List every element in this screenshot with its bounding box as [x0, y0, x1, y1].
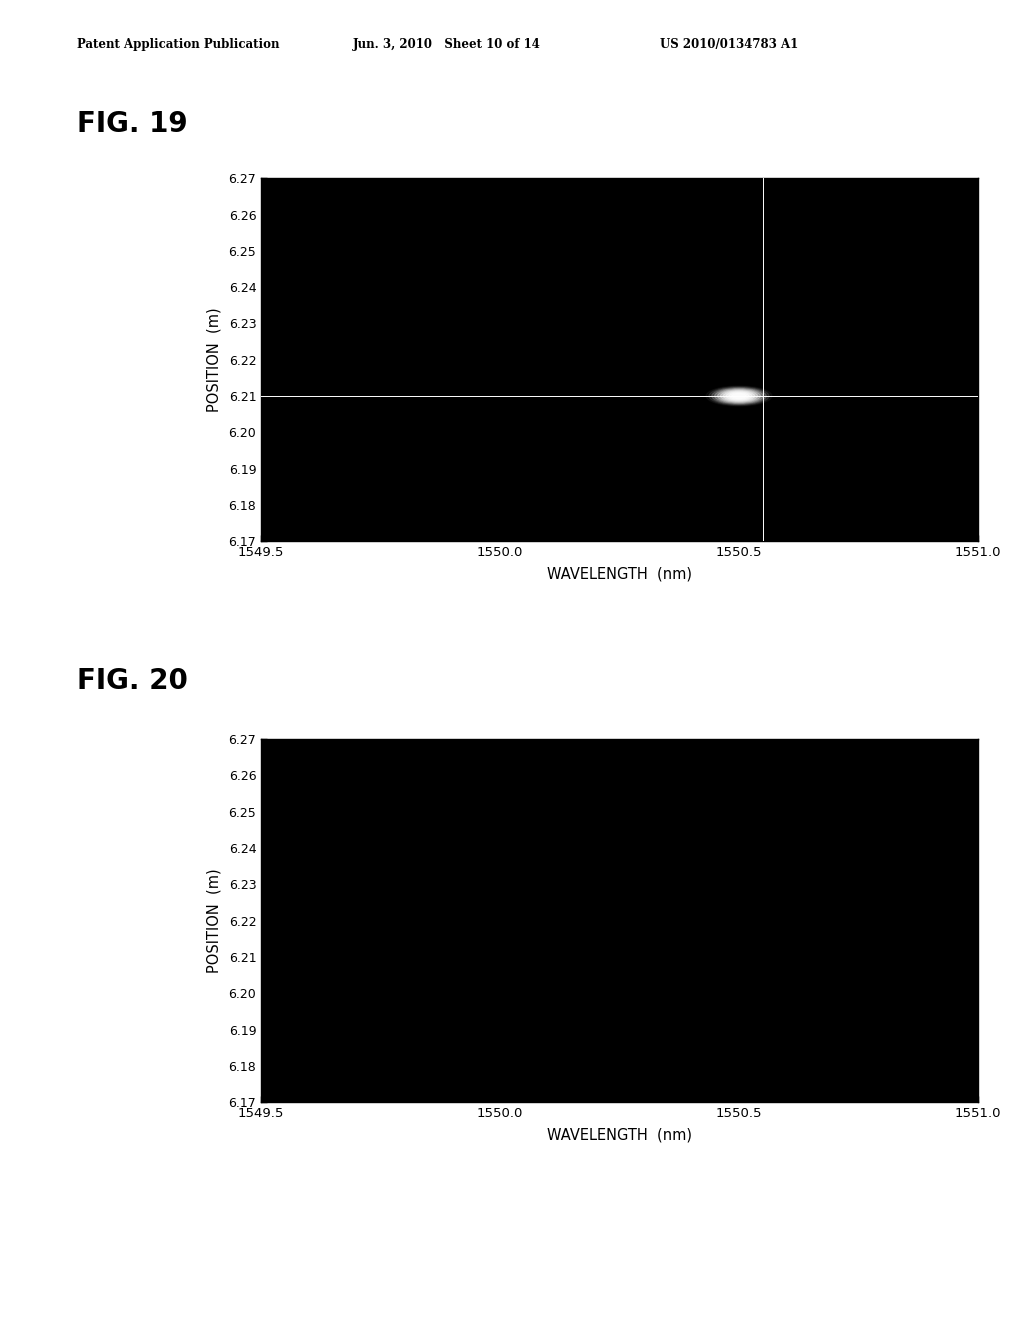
- Ellipse shape: [723, 391, 755, 401]
- Text: Jun. 3, 2010   Sheet 10 of 14: Jun. 3, 2010 Sheet 10 of 14: [353, 37, 541, 50]
- Text: Patent Application Publication: Patent Application Publication: [77, 37, 280, 50]
- Ellipse shape: [709, 387, 769, 405]
- Ellipse shape: [726, 392, 752, 400]
- Text: US 2010/0134783 A1: US 2010/0134783 A1: [660, 37, 799, 50]
- Ellipse shape: [720, 391, 758, 401]
- X-axis label: WAVELENGTH  (nm): WAVELENGTH (nm): [547, 566, 692, 581]
- Ellipse shape: [712, 388, 766, 404]
- Ellipse shape: [732, 393, 746, 399]
- X-axis label: WAVELENGTH  (nm): WAVELENGTH (nm): [547, 1127, 692, 1142]
- Ellipse shape: [718, 389, 761, 403]
- Ellipse shape: [729, 393, 749, 399]
- Ellipse shape: [715, 388, 763, 404]
- Text: FIG. 19: FIG. 19: [77, 110, 187, 139]
- Y-axis label: POSITION  (m): POSITION (m): [207, 869, 221, 973]
- Y-axis label: POSITION  (m): POSITION (m): [207, 308, 221, 412]
- Text: FIG. 20: FIG. 20: [77, 667, 187, 696]
